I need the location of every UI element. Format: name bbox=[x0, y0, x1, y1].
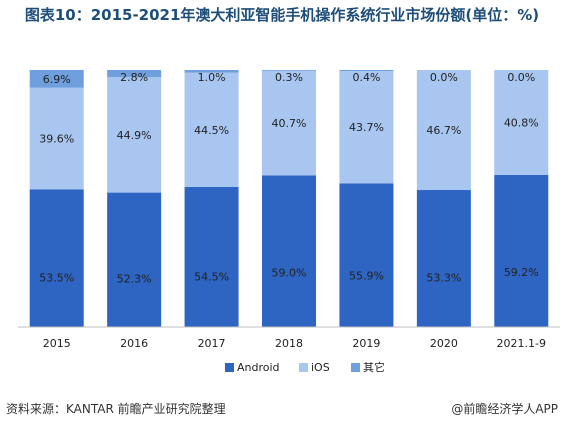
legend-label-iOS: iOS bbox=[311, 361, 330, 374]
x-tick-labels: 2015 2016 2017 2018 2019 2020 2021.1-9 bbox=[43, 337, 546, 350]
bar-其它-2018 bbox=[262, 70, 316, 71]
bar-iOS-2018 bbox=[262, 70, 316, 176]
bar-其它-2015 bbox=[29, 70, 84, 88]
x-tick-label-2016: 2016 bbox=[120, 337, 148, 350]
bar-其它-2017 bbox=[184, 70, 239, 73]
bar-iOS-2021.1-9 bbox=[494, 70, 549, 175]
data-label-Android-2015: 53.5% bbox=[39, 272, 74, 285]
x-tick-label-2021.1-9: 2021.1-9 bbox=[497, 337, 546, 350]
data-label-Android-2018: 59.0% bbox=[272, 266, 307, 279]
data-label-iOS-2021.1-9: 40.8% bbox=[504, 116, 539, 129]
source-note: 资料来源：KANTAR 前瞻产业研究院整理 bbox=[6, 402, 226, 416]
data-label-Android-2016: 52.3% bbox=[117, 273, 152, 286]
data-label-Android-2019: 55.9% bbox=[349, 269, 384, 282]
data-label-其它-2018: 0.3% bbox=[275, 71, 303, 84]
x-tick-label-2018: 2018 bbox=[275, 337, 303, 350]
bar-iOS-2017 bbox=[184, 72, 239, 187]
x-tick-label-2015: 2015 bbox=[43, 337, 71, 350]
brand-credit: @前瞻经济学人APP bbox=[451, 402, 558, 416]
bars-layer bbox=[29, 70, 549, 327]
data-label-其它-2015: 6.9% bbox=[43, 73, 71, 86]
bar-iOS-2016 bbox=[107, 77, 162, 193]
bar-Android-2021.1-9 bbox=[494, 174, 549, 327]
data-label-iOS-2017: 44.5% bbox=[194, 124, 229, 137]
bar-Android-2018 bbox=[262, 175, 316, 327]
chart-title: 图表10：2015-2021年澳大利亚智能手机操作系统行业市场份额(单位：%) bbox=[24, 6, 540, 24]
data-label-其它-2021.1-9: 0.0% bbox=[507, 71, 535, 84]
bar-Android-2016 bbox=[107, 192, 162, 327]
x-tick-label-2017: 2017 bbox=[198, 337, 226, 350]
legend-label-其它: 其它 bbox=[363, 360, 385, 374]
legend-swatch-Android bbox=[225, 363, 234, 372]
bar-iOS-2015 bbox=[29, 87, 84, 190]
bar-Android-2020 bbox=[416, 190, 471, 327]
data-labels-layer: 53.5% 39.6% 6.9% 52.3% 44.9% 2.8% 54.5% 44.5% 1.… bbox=[39, 71, 539, 286]
bar-其它-2019 bbox=[339, 70, 394, 72]
data-label-iOS-2018: 40.7% bbox=[272, 117, 307, 130]
data-label-其它-2016: 2.8% bbox=[120, 71, 148, 84]
legend-swatch-iOS bbox=[299, 363, 308, 372]
legend-swatch-其它 bbox=[351, 363, 360, 372]
bar-iOS-2020 bbox=[416, 70, 471, 191]
bar-其它-2016 bbox=[107, 70, 162, 78]
data-label-iOS-2015: 39.6% bbox=[39, 133, 74, 146]
data-label-iOS-2016: 44.9% bbox=[117, 129, 152, 142]
data-label-其它-2017: 1.0% bbox=[198, 71, 226, 84]
data-label-Android-2020: 53.3% bbox=[426, 272, 461, 285]
x-tick-label-2019: 2019 bbox=[352, 337, 380, 350]
data-label-iOS-2019: 43.7% bbox=[349, 121, 384, 134]
data-label-其它-2019: 0.4% bbox=[352, 71, 380, 84]
data-label-Android-2021.1-9: 59.2% bbox=[504, 266, 539, 279]
bar-Android-2017 bbox=[184, 186, 239, 327]
legend: Android iOS 其它 bbox=[225, 360, 385, 374]
bar-Android-2015 bbox=[29, 189, 84, 327]
stacked-bar-chart: 53.5% 39.6% 6.9% 52.3% 44.9% 2.8% 54.5% 44.5% 1.… bbox=[18, 70, 560, 374]
legend-label-Android: Android bbox=[237, 361, 280, 374]
data-label-Android-2017: 54.5% bbox=[194, 271, 229, 284]
bar-Android-2019 bbox=[339, 183, 394, 327]
x-tick-label-2020: 2020 bbox=[430, 337, 458, 350]
bar-iOS-2019 bbox=[339, 71, 394, 184]
data-label-iOS-2020: 46.7% bbox=[426, 124, 461, 137]
data-label-其它-2020: 0.0% bbox=[430, 71, 458, 84]
